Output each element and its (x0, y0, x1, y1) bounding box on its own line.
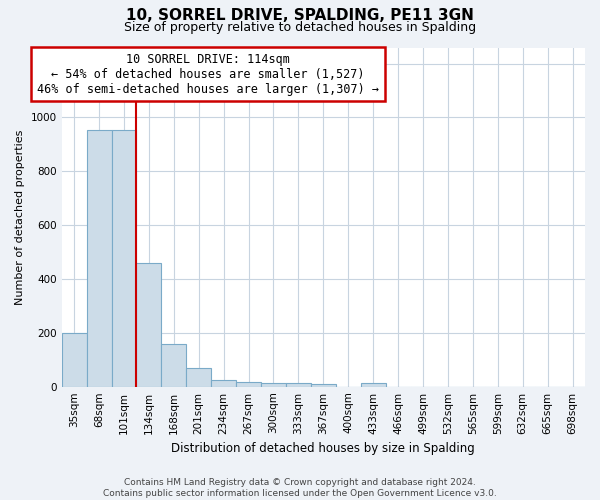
Bar (62, 333, 86, 386)
Bar (361, 384, 386, 386)
Text: Size of property relative to detached houses in Spalding: Size of property relative to detached ho… (124, 21, 476, 34)
X-axis label: Distribution of detached houses by size in Spalding: Distribution of detached houses by size … (172, 442, 475, 455)
Bar (86, 130, 112, 386)
Bar (211, 380, 236, 386)
Bar (112, 130, 136, 386)
Text: 10 SORREL DRIVE: 114sqm
← 54% of detached houses are smaller (1,527)
46% of semi: 10 SORREL DRIVE: 114sqm ← 54% of detache… (37, 52, 379, 96)
Y-axis label: Number of detached properties: Number of detached properties (15, 130, 25, 305)
Text: 10, SORREL DRIVE, SPALDING, PE11 3GN: 10, SORREL DRIVE, SPALDING, PE11 3GN (126, 8, 474, 22)
Bar (236, 382, 261, 386)
Bar (186, 368, 211, 386)
Bar (161, 344, 186, 386)
Bar (261, 382, 286, 386)
Bar (136, 263, 161, 386)
Bar (311, 384, 336, 386)
Text: Contains HM Land Registry data © Crown copyright and database right 2024.
Contai: Contains HM Land Registry data © Crown c… (103, 478, 497, 498)
Bar (286, 384, 311, 386)
